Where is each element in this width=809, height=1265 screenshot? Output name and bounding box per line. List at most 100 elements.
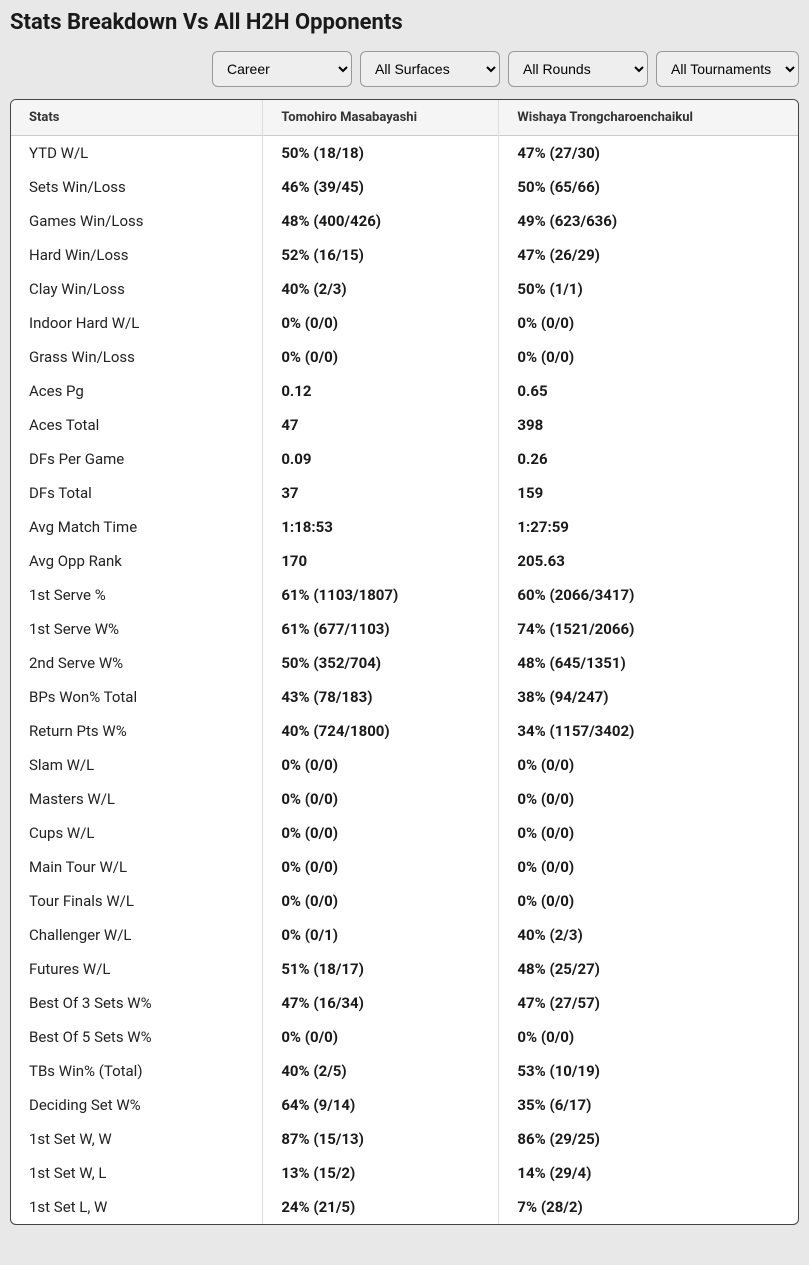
table-row: Clay Win/Loss40% (2/3)50% (1/1) [11, 272, 798, 306]
table-row: YTD W/L50% (18/18)47% (27/30) [11, 136, 798, 171]
player2-value: 48% (25/27) [499, 952, 798, 986]
stat-label: Deciding Set W% [11, 1088, 263, 1122]
stat-label: Indoor Hard W/L [11, 306, 263, 340]
player1-value: 87% (15/13) [263, 1122, 499, 1156]
player2-value: 0% (0/0) [499, 340, 798, 374]
tournament-select[interactable]: All Tournaments [656, 51, 799, 87]
stats-table: Stats Tomohiro Masabayashi Wishaya Trong… [11, 100, 798, 1224]
stat-label: Main Tour W/L [11, 850, 263, 884]
stat-label: 1st Set L, W [11, 1190, 263, 1224]
table-row: Return Pts W%40% (724/1800)34% (1157/340… [11, 714, 798, 748]
player1-value: 0% (0/0) [263, 306, 499, 340]
table-row: 1st Set W, L13% (15/2)14% (29/4) [11, 1156, 798, 1190]
player2-value: 53% (10/19) [499, 1054, 798, 1088]
stat-label: TBs Win% (Total) [11, 1054, 263, 1088]
round-select[interactable]: All Rounds [508, 51, 648, 87]
stat-label: 1st Serve % [11, 578, 263, 612]
player2-value: 398 [499, 408, 798, 442]
stat-label: Best Of 5 Sets W% [11, 1020, 263, 1054]
stat-label: DFs Per Game [11, 442, 263, 476]
stat-label: 1st Set W, W [11, 1122, 263, 1156]
player1-value: 61% (1103/1807) [263, 578, 499, 612]
player1-value: 0% (0/1) [263, 918, 499, 952]
player2-value: 14% (29/4) [499, 1156, 798, 1190]
stat-label: YTD W/L [11, 136, 263, 171]
player2-value: 0% (0/0) [499, 850, 798, 884]
player1-value: 37 [263, 476, 499, 510]
stat-label: Avg Opp Rank [11, 544, 263, 578]
stat-label: 1st Serve W% [11, 612, 263, 646]
player2-value: 47% (27/57) [499, 986, 798, 1020]
stat-label: Sets Win/Loss [11, 170, 263, 204]
table-row: Best Of 3 Sets W%47% (16/34)47% (27/57) [11, 986, 798, 1020]
player1-value: 40% (2/5) [263, 1054, 499, 1088]
player2-value: 50% (1/1) [499, 272, 798, 306]
table-row: 1st Set W, W87% (15/13)86% (29/25) [11, 1122, 798, 1156]
player1-value: 47 [263, 408, 499, 442]
table-row: TBs Win% (Total)40% (2/5)53% (10/19) [11, 1054, 798, 1088]
table-row: Games Win/Loss48% (400/426)49% (623/636) [11, 204, 798, 238]
stat-label: Best Of 3 Sets W% [11, 986, 263, 1020]
page-title: Stats Breakdown Vs All H2H Opponents [10, 10, 799, 35]
table-row: Deciding Set W%64% (9/14)35% (6/17) [11, 1088, 798, 1122]
surface-select[interactable]: All Surfaces [360, 51, 500, 87]
table-header-row: Stats Tomohiro Masabayashi Wishaya Trong… [11, 100, 798, 136]
stat-label: Games Win/Loss [11, 204, 263, 238]
header-stats: Stats [11, 100, 263, 136]
stat-label: Grass Win/Loss [11, 340, 263, 374]
player1-value: 52% (16/15) [263, 238, 499, 272]
player1-value: 24% (21/5) [263, 1190, 499, 1224]
table-row: DFs Per Game0.090.26 [11, 442, 798, 476]
table-row: DFs Total37159 [11, 476, 798, 510]
table-row: Aces Total47398 [11, 408, 798, 442]
table-row: 1st Serve W%61% (677/1103)74% (1521/2066… [11, 612, 798, 646]
table-row: BPs Won% Total43% (78/183)38% (94/247) [11, 680, 798, 714]
player1-value: 0% (0/0) [263, 748, 499, 782]
table-row: Challenger W/L0% (0/1)40% (2/3) [11, 918, 798, 952]
player1-value: 0% (0/0) [263, 782, 499, 816]
player2-value: 86% (29/25) [499, 1122, 798, 1156]
player2-value: 205.63 [499, 544, 798, 578]
table-row: Avg Match Time1:18:531:27:59 [11, 510, 798, 544]
period-select[interactable]: Career [212, 51, 352, 87]
player2-value: 159 [499, 476, 798, 510]
player1-value: 40% (2/3) [263, 272, 499, 306]
stat-label: DFs Total [11, 476, 263, 510]
stat-label: Challenger W/L [11, 918, 263, 952]
table-row: Masters W/L0% (0/0)0% (0/0) [11, 782, 798, 816]
table-row: Grass Win/Loss0% (0/0)0% (0/0) [11, 340, 798, 374]
table-row: Main Tour W/L0% (0/0)0% (0/0) [11, 850, 798, 884]
player1-value: 170 [263, 544, 499, 578]
player1-value: 0% (0/0) [263, 884, 499, 918]
player1-value: 48% (400/426) [263, 204, 499, 238]
table-row: 2nd Serve W%50% (352/704)48% (645/1351) [11, 646, 798, 680]
player2-value: 35% (6/17) [499, 1088, 798, 1122]
header-player2: Wishaya Trongcharoenchaikul [499, 100, 798, 136]
player1-value: 0.09 [263, 442, 499, 476]
stat-label: Hard Win/Loss [11, 238, 263, 272]
player2-value: 0.26 [499, 442, 798, 476]
player2-value: 74% (1521/2066) [499, 612, 798, 646]
player2-value: 0.65 [499, 374, 798, 408]
player1-value: 61% (677/1103) [263, 612, 499, 646]
player2-value: 0% (0/0) [499, 1020, 798, 1054]
player1-value: 47% (16/34) [263, 986, 499, 1020]
player2-value: 0% (0/0) [499, 884, 798, 918]
player2-value: 49% (623/636) [499, 204, 798, 238]
stat-label: Masters W/L [11, 782, 263, 816]
player1-value: 50% (18/18) [263, 136, 499, 171]
player2-value: 47% (27/30) [499, 136, 798, 171]
header-player1: Tomohiro Masabayashi [263, 100, 499, 136]
player2-value: 0% (0/0) [499, 816, 798, 850]
table-row: Cups W/L0% (0/0)0% (0/0) [11, 816, 798, 850]
player2-value: 0% (0/0) [499, 782, 798, 816]
table-row: Avg Opp Rank170205.63 [11, 544, 798, 578]
table-row: Hard Win/Loss52% (16/15)47% (26/29) [11, 238, 798, 272]
player2-value: 50% (65/66) [499, 170, 798, 204]
player2-value: 7% (28/2) [499, 1190, 798, 1224]
player1-value: 0.12 [263, 374, 499, 408]
stat-label: 1st Set W, L [11, 1156, 263, 1190]
player1-value: 50% (352/704) [263, 646, 499, 680]
player2-value: 48% (645/1351) [499, 646, 798, 680]
player2-value: 40% (2/3) [499, 918, 798, 952]
